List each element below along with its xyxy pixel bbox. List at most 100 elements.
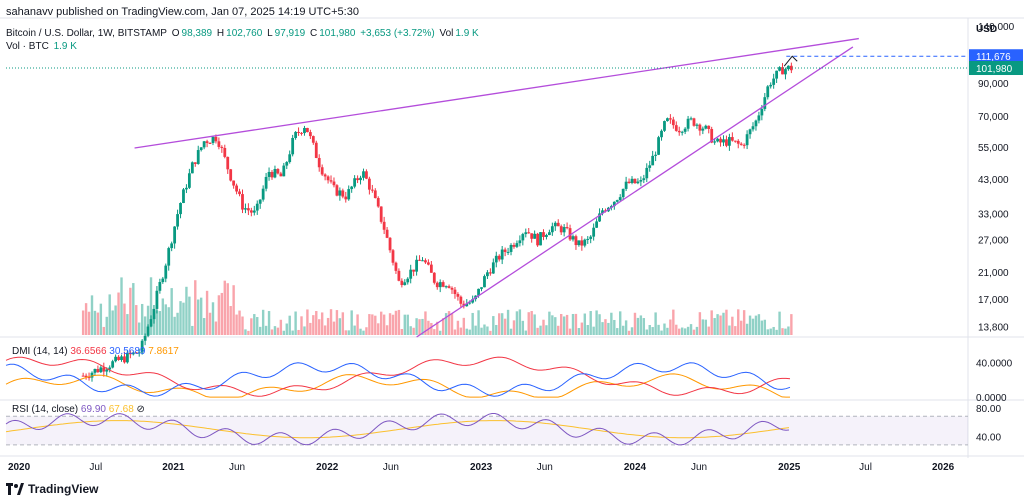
candle-body <box>512 244 516 247</box>
candle-body <box>415 259 418 272</box>
candle-body <box>320 167 324 175</box>
candle-body <box>775 70 779 79</box>
candle-body <box>571 236 575 240</box>
volume-bar <box>748 315 752 335</box>
volume-bar <box>155 310 159 335</box>
candle-body <box>326 176 330 181</box>
volume-bar <box>503 318 507 335</box>
candle-body <box>536 233 539 246</box>
candle-body <box>707 125 711 129</box>
candle-body <box>356 178 359 181</box>
volume-bar <box>264 325 268 335</box>
volume-bar <box>636 317 640 335</box>
volume-bar <box>613 319 616 335</box>
volume-bar <box>374 315 377 335</box>
dmi-tick-label: 0.0000 <box>976 393 1007 404</box>
volume-bar <box>619 311 622 335</box>
time-tick-label: 2024 <box>624 462 647 473</box>
candle-body <box>733 140 737 142</box>
volume-bar <box>509 328 513 335</box>
volume-bar <box>368 314 371 335</box>
volume-bar <box>415 318 418 335</box>
candle-body <box>193 162 197 164</box>
candle-body <box>491 262 495 274</box>
candle-body <box>763 97 767 109</box>
volume-bar <box>642 318 646 335</box>
volume-bar <box>185 286 188 335</box>
candle-body <box>592 227 596 237</box>
volume-bar <box>232 285 235 335</box>
candle-body <box>370 189 374 191</box>
candle-body <box>341 190 345 197</box>
candle-body <box>273 169 277 178</box>
candle-body <box>736 140 740 144</box>
volume-bar <box>391 314 395 335</box>
time-tick-label: Jul <box>859 462 872 473</box>
volume-bar <box>379 311 383 335</box>
volume-bar <box>347 330 350 335</box>
candle-body <box>220 146 224 148</box>
candle-body <box>120 356 123 360</box>
volume-bar <box>318 319 321 335</box>
candle-body <box>654 154 658 156</box>
currency-label[interactable]: USD <box>976 24 998 35</box>
volume-bar <box>250 318 253 335</box>
candle-body <box>568 228 572 240</box>
volume-bar <box>480 327 483 335</box>
volume-bar <box>506 309 510 335</box>
candle-body <box>595 221 599 228</box>
dmi-value-2: 30.5689 <box>109 346 146 357</box>
volume-bar <box>536 327 539 335</box>
candle-body <box>725 139 728 146</box>
volume-bar <box>707 326 710 335</box>
candle-body <box>137 352 141 354</box>
candle-body <box>663 121 666 131</box>
volume-bar <box>102 326 106 335</box>
volume-bar <box>672 309 675 335</box>
candle-body <box>648 165 652 168</box>
volume-bar <box>444 313 448 335</box>
volume-bar <box>356 314 359 335</box>
volume-bar <box>256 317 259 335</box>
last-price-badge <box>969 61 1023 76</box>
open-value: 98,389 <box>181 28 213 39</box>
volume-bar <box>129 287 132 335</box>
candle-body <box>111 361 115 368</box>
candle-body <box>660 130 663 138</box>
candle-body <box>716 138 719 142</box>
candle-body <box>391 250 395 263</box>
brand-name: TradingView <box>28 482 99 496</box>
candles-group <box>81 62 793 382</box>
volume-bar <box>518 309 522 335</box>
candle-body <box>344 196 348 200</box>
volume-bar <box>689 324 693 335</box>
candle-body <box>677 130 681 133</box>
volume-bar <box>539 325 542 335</box>
candle-body <box>264 176 268 189</box>
symbol-legend: Bitcoin / U.S. Dollar, 1W, BITSTAMP O 98,… <box>6 28 479 39</box>
candle-body <box>459 296 463 304</box>
candle-body <box>760 108 764 116</box>
volume-bar <box>515 311 519 335</box>
candle-body <box>300 132 303 134</box>
candle-body <box>527 232 531 234</box>
time-tick-label: Jun <box>383 462 399 473</box>
volume-bar <box>297 329 300 335</box>
volume-bar <box>202 318 206 335</box>
candle-body <box>202 141 206 148</box>
volume-bar <box>598 314 601 335</box>
volume-bar <box>226 283 229 335</box>
volume-bar <box>114 305 117 335</box>
candle-body <box>515 243 519 247</box>
volume-bar <box>500 313 504 335</box>
eye-off-icon[interactable]: ⊘ <box>136 404 145 415</box>
candle-body <box>456 294 460 297</box>
candle-body <box>367 178 371 190</box>
candle-body <box>539 232 542 246</box>
volume-bar <box>105 316 108 335</box>
volume-bar <box>742 310 746 335</box>
candle-body <box>651 155 655 166</box>
volume-bar <box>439 330 442 335</box>
volume-bar <box>477 310 480 335</box>
